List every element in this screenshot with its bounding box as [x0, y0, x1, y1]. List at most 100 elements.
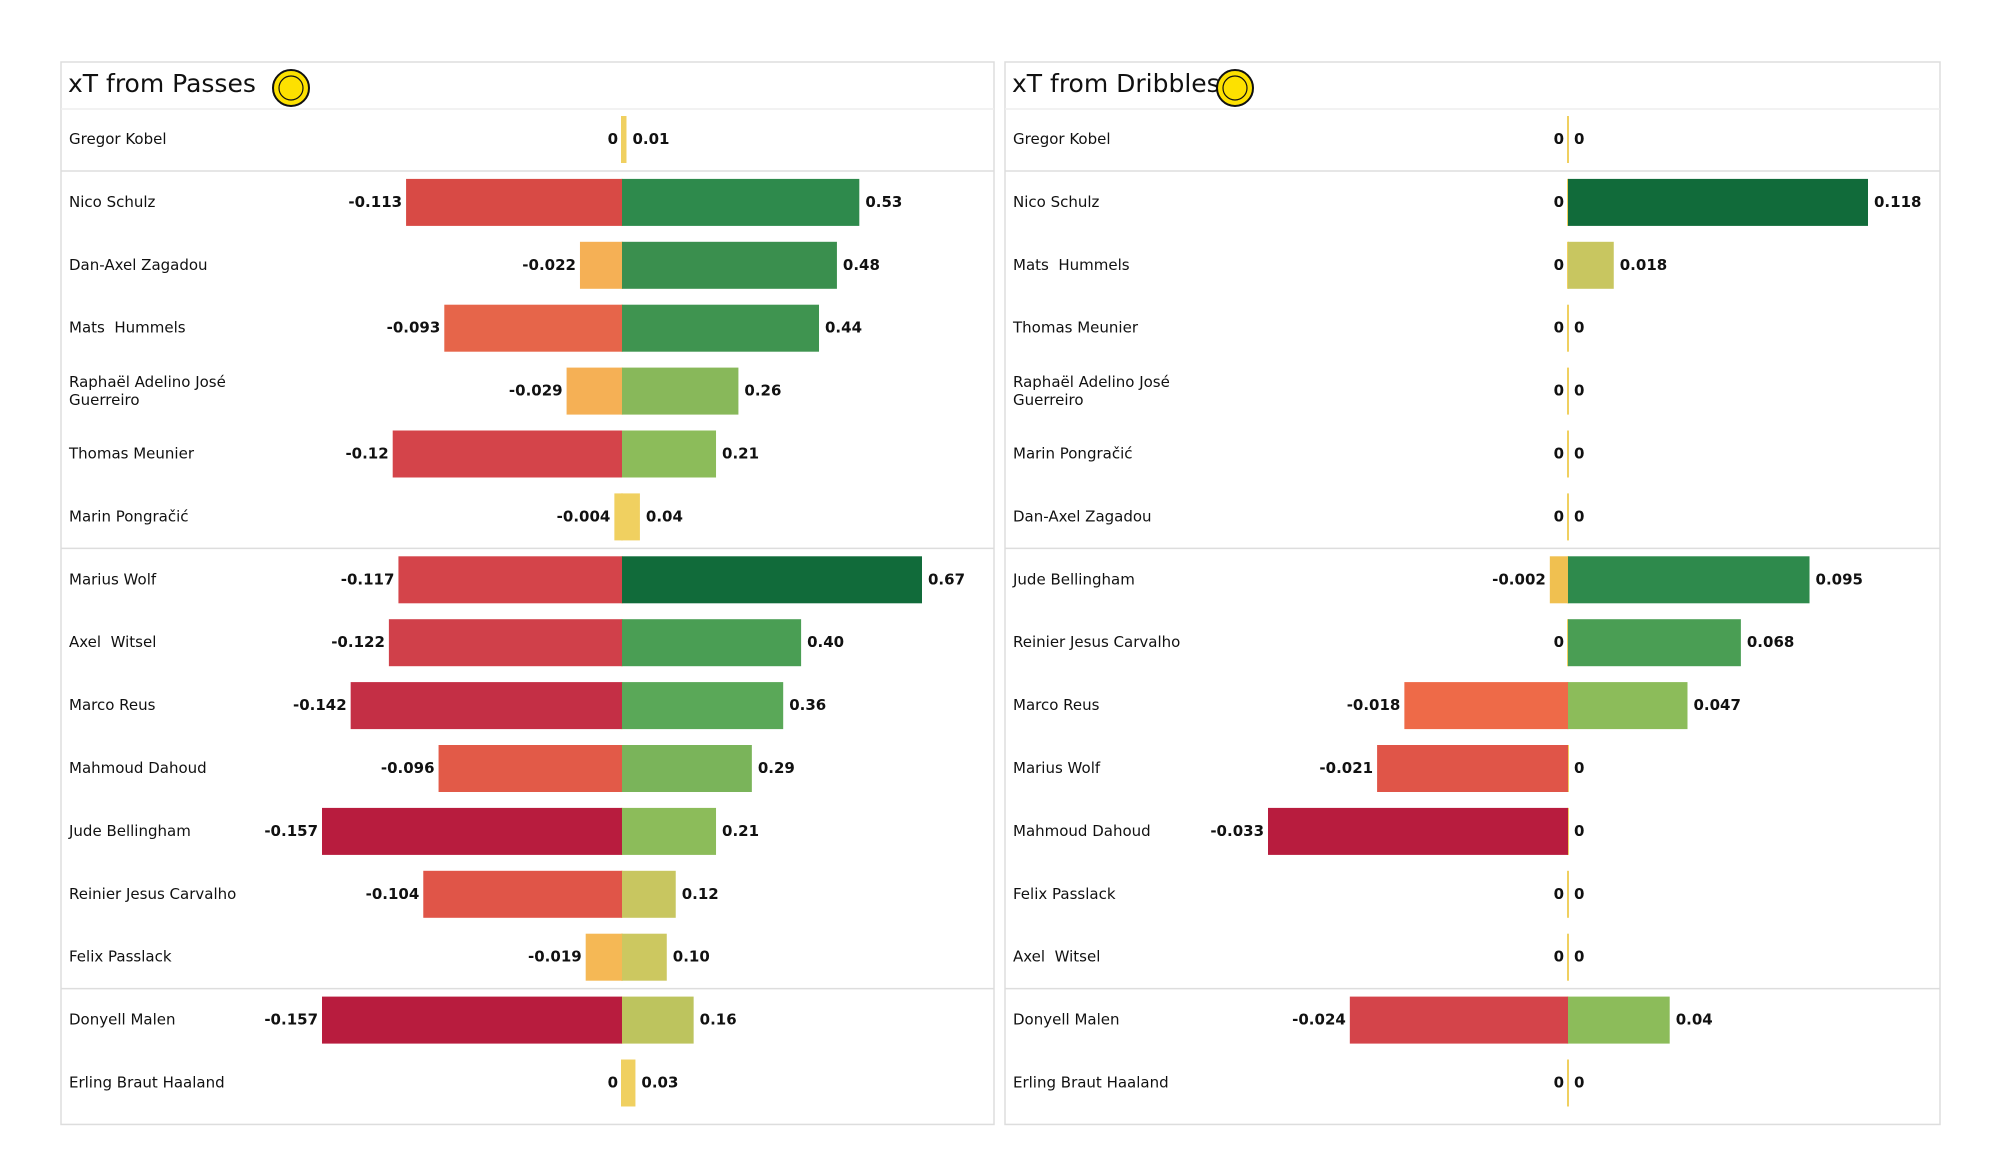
value-label: 0: [1554, 885, 1564, 903]
bar: [622, 933, 667, 981]
value-label: -0.021: [1319, 759, 1373, 777]
value-label: 0.16: [700, 1011, 737, 1029]
bar: [438, 745, 622, 792]
bar: [622, 996, 694, 1044]
bar: [1377, 745, 1568, 792]
value-label: 0: [1554, 633, 1564, 651]
panel-title: xT from Dribbles: [1012, 69, 1220, 98]
player-name: Gregor Kobel: [1013, 130, 1111, 148]
player-name: Jude Bellingham: [1012, 570, 1135, 588]
bar: [1568, 178, 1868, 226]
player-name: Thomas Meunier: [1012, 319, 1139, 337]
value-label: 0.04: [1676, 1011, 1713, 1029]
value-label: -0.122: [331, 633, 385, 651]
bar: [622, 493, 640, 541]
bar: [1549, 556, 1568, 604]
bar: [566, 367, 622, 415]
team-logo: [272, 69, 310, 107]
player-name: Mats Hummels: [69, 319, 186, 337]
panel-frame: [1004, 61, 1941, 1126]
bar: [622, 430, 717, 478]
value-label: 0: [608, 1074, 618, 1092]
player-name: Marco Reus: [1013, 696, 1100, 714]
player-name: Felix Passlack: [69, 948, 172, 966]
player-name: Marius Wolf: [1013, 759, 1101, 777]
value-label: -0.157: [264, 822, 318, 840]
player-name: Mahmoud Dahoud: [69, 759, 207, 777]
value-label: 0.36: [789, 696, 826, 714]
player-name: Marius Wolf: [69, 570, 157, 588]
value-label: 0: [1574, 759, 1584, 777]
value-label: -0.019: [528, 948, 582, 966]
value-label: 0: [1574, 1074, 1584, 1092]
value-label: 0.40: [807, 633, 844, 651]
player-name: Gregor Kobel: [69, 130, 167, 148]
value-label: 0: [1574, 130, 1584, 148]
team-logo: [1216, 69, 1254, 107]
bar: [622, 870, 676, 918]
bar: [1568, 241, 1614, 289]
value-label: 0.095: [1816, 570, 1863, 588]
player-name: Nico Schulz: [69, 193, 156, 211]
player-name: Dan-Axel Zagadou: [69, 256, 208, 274]
bar: [350, 682, 622, 730]
value-label: 0.21: [722, 445, 759, 463]
bar: [622, 745, 752, 792]
bar: [585, 933, 622, 981]
bar: [398, 556, 622, 604]
panel-title: xT from Passes: [68, 69, 256, 98]
value-label: -0.033: [1210, 822, 1264, 840]
value-label: -0.004: [557, 507, 611, 525]
value-label: 0: [1554, 948, 1564, 966]
player-name: Marin Pongračić: [69, 507, 188, 525]
player-name: Felix Passlack: [1013, 885, 1116, 903]
value-label: 0: [1554, 130, 1564, 148]
value-label: 0: [608, 130, 618, 148]
value-label: -0.157: [264, 1011, 318, 1029]
value-label: 0.10: [673, 948, 710, 966]
player-name: Dan-Axel Zagadou: [1013, 507, 1152, 525]
value-label: 0.068: [1747, 633, 1794, 651]
bar: [622, 807, 717, 855]
value-label: -0.002: [1492, 570, 1546, 588]
value-label: -0.142: [293, 696, 347, 714]
player-name: Raphaël Adelino José Guerreiro: [69, 373, 226, 409]
value-label: 0: [1574, 507, 1584, 525]
value-label: -0.093: [387, 319, 441, 337]
bar: [622, 619, 802, 667]
value-label: 0: [1554, 256, 1564, 274]
bar: [322, 996, 622, 1044]
bar: [444, 304, 622, 352]
value-label: 0.67: [928, 570, 965, 588]
panel-frame: [60, 61, 995, 1126]
value-label: 0.12: [682, 885, 719, 903]
player-name: Axel Witsel: [69, 633, 156, 651]
bar: [1404, 682, 1568, 730]
bar: [622, 367, 739, 415]
value-label: 0: [1574, 822, 1584, 840]
value-label: 0.53: [865, 193, 902, 211]
value-label: 0: [1554, 319, 1564, 337]
value-label: -0.029: [509, 382, 563, 400]
value-label: 0.04: [646, 507, 683, 525]
value-label: 0.047: [1693, 696, 1740, 714]
player-name: Donyell Malen: [69, 1011, 175, 1029]
player-name: Donyell Malen: [1013, 1011, 1119, 1029]
value-label: 0.018: [1620, 256, 1667, 274]
team-logo-ring: [278, 75, 304, 101]
bar: [614, 493, 622, 541]
player-name: Jude Bellingham: [68, 822, 191, 840]
value-label: 0: [1574, 885, 1584, 903]
player-name: Axel Witsel: [1013, 948, 1100, 966]
player-name: Erling Braut Haaland: [1013, 1074, 1169, 1092]
player-name: Mats Hummels: [1013, 256, 1130, 274]
value-label: -0.018: [1347, 696, 1401, 714]
bar: [1568, 996, 1670, 1044]
bar: [622, 116, 627, 163]
bar: [388, 619, 622, 667]
value-label: -0.12: [345, 445, 388, 463]
player-name: Nico Schulz: [1013, 193, 1100, 211]
value-label: 0: [1574, 445, 1584, 463]
value-label: 0: [1574, 948, 1584, 966]
bar: [1349, 996, 1568, 1044]
